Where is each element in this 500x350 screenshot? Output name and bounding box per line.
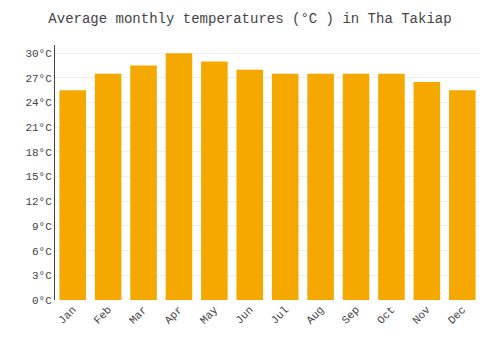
svg-text:Nov: Nov (410, 304, 433, 327)
svg-text:27°C: 27°C (25, 73, 52, 85)
svg-text:30°C: 30°C (25, 48, 52, 60)
svg-text:6°C: 6°C (32, 246, 52, 258)
svg-text:Mar: Mar (127, 304, 149, 326)
svg-text:Feb: Feb (92, 304, 114, 326)
svg-text:Sep: Sep (340, 304, 362, 326)
svg-text:Apr: Apr (162, 304, 184, 326)
svg-text:Jan: Jan (56, 304, 78, 326)
svg-text:May: May (198, 304, 221, 327)
svg-text:Aug: Aug (304, 304, 326, 326)
svg-text:Average monthly temperatures (: Average monthly temperatures (°C ) in Th… (48, 11, 451, 27)
svg-text:Oct: Oct (375, 304, 397, 326)
svg-text:15°C: 15°C (25, 171, 52, 183)
svg-text:3°C: 3°C (32, 270, 52, 282)
svg-text:21°C: 21°C (25, 122, 52, 134)
svg-text:18°C: 18°C (25, 147, 52, 159)
svg-text:Jun: Jun (233, 304, 255, 326)
svg-text:0°C: 0°C (32, 295, 52, 307)
svg-text:24°C: 24°C (25, 97, 52, 109)
svg-text:Dec: Dec (446, 304, 468, 326)
svg-text:9°C: 9°C (32, 221, 52, 233)
svg-text:12°C: 12°C (25, 196, 52, 208)
svg-text:Jul: Jul (269, 304, 291, 326)
